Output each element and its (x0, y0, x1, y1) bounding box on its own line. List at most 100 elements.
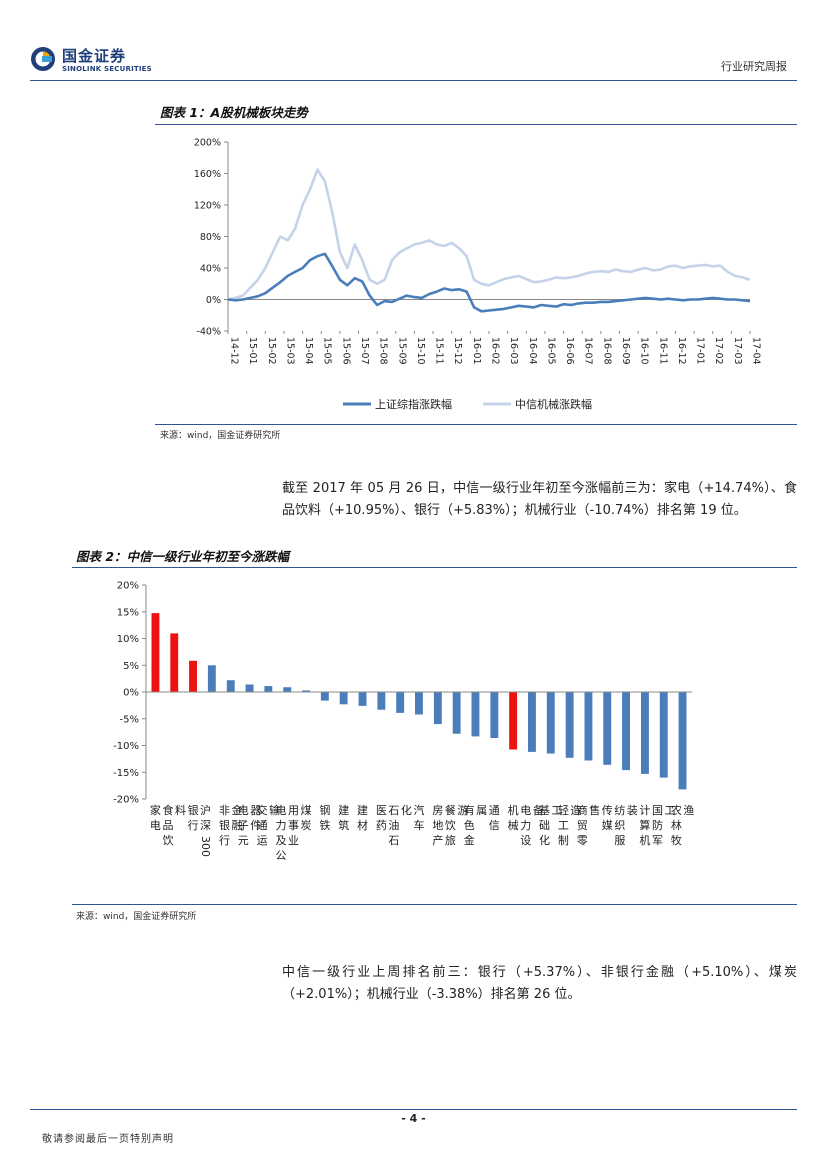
chart2-bar (226, 680, 235, 692)
line-chart-machinery-trend: -40% 0% 40% 80% 120% 160% 200% 14-12 15-01 15-02 1… (194, 138, 762, 412)
chart2-y-tick-label: 20% (117, 581, 139, 592)
chart2-bar (151, 613, 160, 692)
chart2-bar (678, 692, 687, 790)
svg-text:家: 家 (150, 803, 161, 817)
chart1-x-tick-label: 17-01 (695, 337, 706, 365)
svg-text:电: 电 (238, 804, 249, 817)
chart2-category-label: 建材 (357, 803, 368, 832)
svg-text:电: 电 (520, 804, 531, 817)
chart1-series-line-0 (227, 252, 751, 313)
chart1-x-tick-label: 17-04 (751, 337, 762, 365)
chart2-bar (603, 692, 612, 765)
svg-text:建: 建 (357, 803, 368, 817)
svg-text:服: 服 (614, 834, 625, 847)
svg-text:非: 非 (219, 804, 230, 817)
chart2-y-tick-label: 0% (123, 688, 139, 699)
svg-text:设: 设 (520, 834, 531, 847)
chart2-category-label: 有色金 属 (464, 803, 488, 847)
chart2-category-label: 国防军 工 (652, 804, 676, 847)
svg-text:旅: 旅 (445, 833, 456, 847)
svg-text:行: 行 (219, 834, 230, 847)
svg-text:油: 油 (388, 818, 399, 832)
chart2-y-tick-label: 10% (117, 634, 139, 645)
chart2-category-label: 电力设 备 (520, 803, 544, 847)
chart2-bar (433, 692, 442, 725)
svg-text:金: 金 (464, 833, 475, 847)
footer-disclaimer: 敬请参阅最后一页特别声明 (42, 1134, 174, 1145)
svg-text:药: 药 (376, 819, 387, 832)
chart1-legend-label-1: 中信机械涨跌幅 (515, 397, 592, 411)
chart2-category-label: 医药 (376, 804, 387, 832)
chart1-x-tick-label: 16-04 (527, 337, 538, 365)
chart2-category-label: 餐饮旅 游 (445, 803, 469, 847)
chart2-category-label: 家电 (150, 803, 161, 832)
chart2-bar (358, 692, 367, 706)
chart1-x-tick-label: 16-03 (508, 337, 519, 365)
svg-text:银: 银 (188, 803, 199, 817)
svg-text:传: 传 (602, 804, 613, 817)
chart1-x-tick-label: 15-02 (266, 337, 277, 365)
chart1-x-tick-label: 15-01 (247, 337, 258, 365)
chart1-y-tick-label: 160% (194, 169, 221, 180)
chart1-x-tick-label: 15-03 (284, 337, 295, 365)
header-divider (30, 80, 797, 81)
svg-text:融: 融 (231, 819, 242, 832)
chart2-bar (264, 686, 273, 692)
figure1-source: 来源：wind，国金证券研究所 (160, 431, 281, 441)
svg-text:化: 化 (401, 803, 412, 817)
svg-text:房: 房 (432, 804, 443, 817)
chart2-category-label: 传媒 (602, 804, 613, 832)
chart1-y-tick-label: 200% (194, 138, 221, 149)
chart2-bar (471, 692, 480, 737)
svg-text:算: 算 (639, 818, 650, 832)
svg-text:装: 装 (627, 804, 638, 817)
svg-text:件: 件 (250, 819, 261, 832)
svg-text:计: 计 (639, 804, 650, 817)
chart2-bar (415, 692, 423, 715)
svg-text:子: 子 (238, 819, 249, 832)
svg-text:通: 通 (257, 819, 268, 832)
svg-text:金: 金 (231, 803, 242, 817)
svg-text:行: 行 (188, 819, 199, 832)
svg-text:商: 商 (577, 803, 588, 817)
svg-text:通: 通 (489, 804, 500, 817)
svg-text:器: 器 (250, 804, 261, 817)
figure2-top-rule (72, 567, 797, 568)
svg-text:事: 事 (288, 819, 299, 832)
svg-text:工: 工 (552, 804, 563, 817)
figure1-title: 图表 1：A股机械板块走势 (160, 105, 308, 120)
chart2-y-tick-label: -5% (120, 714, 139, 725)
chart2-category-label: 计算机 (639, 804, 650, 847)
chart1-x-tick-label: 16-07 (583, 337, 594, 365)
chart1-x-tick-label: 16-09 (620, 337, 631, 365)
svg-text:运: 运 (257, 834, 268, 847)
svg-text:基: 基 (539, 804, 550, 817)
svg-text:电: 电 (275, 804, 286, 817)
svg-text:农: 农 (671, 803, 682, 817)
svg-text:石: 石 (388, 834, 399, 847)
svg-text:车: 车 (414, 818, 425, 832)
svg-text:力: 力 (520, 819, 531, 832)
svg-text:产: 产 (432, 833, 443, 847)
chart2-category-label: 建筑 (338, 803, 349, 832)
svg-text:材: 材 (357, 818, 368, 832)
chart2-y-tick-label: 15% (117, 607, 139, 618)
chart1-x-tick-label: 17-03 (732, 337, 743, 365)
chart2-category-label: 轻工制 造 (558, 803, 581, 847)
svg-text:煤: 煤 (301, 804, 312, 817)
svg-text:础: 础 (539, 819, 550, 832)
svg-text:属: 属 (476, 804, 487, 817)
svg-text:深: 深 (200, 819, 211, 832)
chart1-x-tick-label: 15-11 (434, 337, 445, 365)
chart2-bar (377, 692, 386, 710)
footer-divider (30, 1109, 797, 1110)
svg-text:石: 石 (388, 804, 399, 817)
svg-text:工: 工 (558, 819, 569, 832)
chart1-x-tick-label: 16-12 (676, 337, 687, 365)
chart1-legend-label-0: 上证综指涨跌幅 (375, 397, 452, 411)
chart1-y-tick-label: 0% (206, 295, 221, 306)
chart2-category-label: 交通运 输 (257, 803, 281, 847)
paragraph-ytd-ranking: 截至 2017 年 05 月 26 日，中信一级行业年初至今涨幅前三为：家电（+… (282, 481, 797, 518)
